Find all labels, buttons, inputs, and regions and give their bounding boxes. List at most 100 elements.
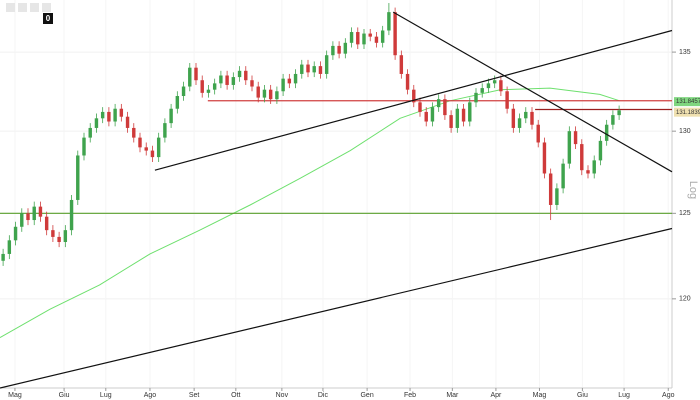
candle-body [368, 33, 372, 37]
x-tick-label: Nov [276, 392, 289, 399]
candle-body [13, 226, 18, 241]
candle-body [499, 80, 503, 92]
candle-body [461, 108, 466, 122]
candle-body [44, 216, 49, 231]
candle-body [237, 70, 242, 78]
candle-body [343, 42, 348, 54]
candle-body [275, 91, 279, 100]
x-tick-label: Mag [8, 392, 22, 399]
candle-body [561, 163, 565, 189]
candle-body [88, 127, 92, 138]
candle-body [362, 33, 366, 45]
candle-body [63, 230, 68, 243]
candle-body [586, 170, 590, 174]
y-tick-label: 135 [679, 49, 691, 56]
candle-body [604, 124, 609, 141]
candle-body [262, 89, 267, 98]
candle-body [293, 73, 298, 84]
x-tick-label: Apr [490, 392, 502, 399]
candle-body [225, 75, 229, 85]
candle-body [231, 77, 236, 85]
x-tick-label: Gen [360, 392, 373, 399]
candle-body [306, 64, 310, 73]
candle-body [144, 147, 148, 151]
trend-line [154, 29, 673, 171]
x-tick-label: Giu [577, 392, 588, 399]
candle-body [206, 89, 211, 93]
candle-body [1, 253, 5, 261]
candle-body [380, 30, 385, 43]
x-tick-label: Mag [533, 392, 547, 399]
candle-body [567, 131, 572, 164]
candle-body [181, 86, 186, 97]
candle-body [268, 89, 273, 100]
candle-body [530, 111, 534, 125]
x-tick-label: Ago [662, 392, 675, 399]
candle-body [331, 45, 335, 56]
trend-line [392, 11, 673, 173]
candle-body [337, 45, 341, 54]
candle-body [26, 213, 30, 221]
candle-body [138, 137, 142, 148]
x-tick-label: Dic [318, 392, 329, 399]
candle-body [387, 12, 391, 31]
axis-label: Log [687, 181, 699, 199]
y-tick-label: 120 [679, 296, 691, 303]
badge-bg [43, 13, 53, 24]
candle-body [281, 78, 285, 92]
candle-body [119, 108, 124, 117]
x-tick-label: Lug [100, 392, 112, 399]
candle-body [244, 70, 248, 81]
candle-body [480, 88, 484, 93]
candle-body [399, 55, 404, 74]
candle-body [150, 150, 155, 158]
candle-body [443, 99, 447, 116]
candle-body [200, 80, 204, 93]
candle-body [219, 75, 223, 84]
candle-body [474, 92, 478, 103]
candle-body [511, 108, 516, 128]
candle-body [107, 111, 111, 122]
candle-body [611, 115, 615, 125]
y-tick-label: 130 [679, 128, 691, 135]
price-label: 131.8457 [676, 99, 700, 105]
candle-body [349, 32, 354, 43]
candle-body [156, 137, 161, 158]
candle-body [51, 230, 55, 237]
candle-body [486, 83, 491, 89]
toolbar: 0 [6, 3, 53, 24]
candle-body [57, 236, 61, 243]
candle-body [194, 67, 198, 81]
candle-body [536, 124, 540, 143]
candle-body [555, 188, 559, 205]
x-tick-label: Mar [446, 392, 459, 399]
candle-body [312, 66, 316, 73]
candle-body [287, 78, 292, 84]
candle-body [188, 67, 192, 87]
candle-body [125, 116, 130, 128]
candle-body [169, 108, 173, 124]
candle-body [449, 115, 453, 128]
x-tick-label: Feb [404, 392, 416, 399]
price-label-bg [674, 97, 700, 107]
candle-body [374, 36, 379, 43]
candle-body [76, 155, 80, 200]
tool-icon[interactable] [6, 3, 15, 12]
candle-body [113, 108, 117, 122]
candle-body [250, 80, 254, 87]
candle-body [505, 91, 509, 109]
candle-body [430, 107, 435, 122]
candle-body [132, 127, 136, 138]
tool-icon[interactable] [42, 3, 51, 12]
candle-body [598, 140, 603, 161]
candle-body [492, 80, 497, 84]
tool-icon[interactable] [18, 3, 27, 12]
tool-icon[interactable] [30, 3, 39, 12]
candle-body [592, 160, 596, 174]
candle-body [393, 12, 397, 56]
candle-body [412, 89, 416, 103]
moving-average [0, 87, 620, 339]
candle-body [517, 118, 522, 128]
